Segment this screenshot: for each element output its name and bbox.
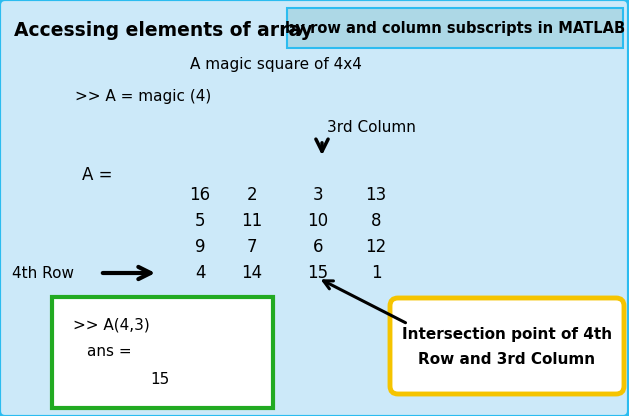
Text: 11: 11 bbox=[242, 212, 263, 230]
Text: 5: 5 bbox=[195, 212, 205, 230]
Text: 16: 16 bbox=[189, 186, 211, 204]
Text: 3rd Column: 3rd Column bbox=[327, 121, 416, 136]
Text: Accessing elements of array: Accessing elements of array bbox=[14, 20, 313, 40]
Text: 15: 15 bbox=[308, 264, 328, 282]
Text: A magic square of 4x4: A magic square of 4x4 bbox=[190, 57, 362, 72]
Text: A =: A = bbox=[82, 166, 113, 184]
Text: 2: 2 bbox=[247, 186, 257, 204]
Text: 12: 12 bbox=[365, 238, 387, 256]
Text: 13: 13 bbox=[365, 186, 387, 204]
Text: Row and 3rd Column: Row and 3rd Column bbox=[418, 352, 596, 367]
Text: 3: 3 bbox=[313, 186, 323, 204]
Text: 14: 14 bbox=[242, 264, 262, 282]
Text: 4: 4 bbox=[195, 264, 205, 282]
Text: 8: 8 bbox=[370, 212, 381, 230]
Text: >> A(4,3): >> A(4,3) bbox=[73, 317, 150, 332]
Text: 10: 10 bbox=[308, 212, 328, 230]
Text: 6: 6 bbox=[313, 238, 323, 256]
FancyBboxPatch shape bbox=[390, 298, 624, 394]
Text: 4th Row: 4th Row bbox=[12, 265, 74, 280]
Text: Intersection point of 4th: Intersection point of 4th bbox=[402, 327, 612, 342]
Text: by row and column subscripts in MATLAB: by row and column subscripts in MATLAB bbox=[285, 22, 625, 37]
Text: ans =: ans = bbox=[87, 344, 131, 359]
Text: 7: 7 bbox=[247, 238, 257, 256]
Text: 15: 15 bbox=[150, 372, 169, 387]
Text: 9: 9 bbox=[195, 238, 205, 256]
FancyBboxPatch shape bbox=[287, 8, 623, 48]
FancyBboxPatch shape bbox=[52, 297, 273, 408]
Text: 1: 1 bbox=[370, 264, 381, 282]
Text: >> A = magic (4): >> A = magic (4) bbox=[75, 89, 211, 104]
